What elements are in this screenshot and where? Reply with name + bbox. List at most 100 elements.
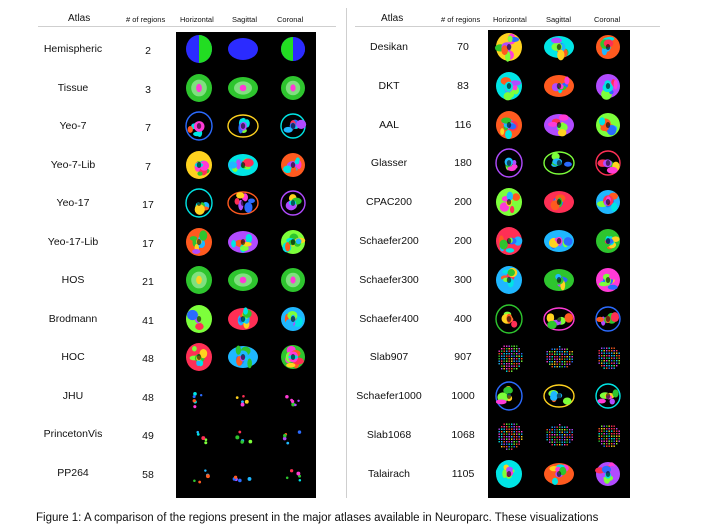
horizontal-column-header: Horizontal <box>180 15 214 24</box>
horizontal-brain-view <box>186 266 212 294</box>
region-count: 200 <box>454 235 472 247</box>
regions-column-header: # of regions <box>126 15 166 24</box>
horizontal-brain-view <box>496 188 522 217</box>
region-count: 116 <box>454 118 472 131</box>
sagittal-brain-view <box>544 268 574 291</box>
coronal-brain-view <box>281 152 305 177</box>
coronal-brain-view <box>281 306 305 331</box>
sagittal-brain-view <box>227 191 259 215</box>
horizontal-brain-view <box>498 423 523 450</box>
sagittal-brain-view <box>544 191 574 214</box>
atlas-name: Yeo-7-Lib <box>50 158 96 171</box>
atlas-name: Schaefer300 <box>359 273 419 286</box>
coronal-brain-view <box>595 150 621 177</box>
sagittal-brain-view <box>235 394 249 407</box>
region-count: 83 <box>457 79 469 92</box>
atlas-name: CPAC200 <box>366 196 412 209</box>
left-atlas-panel: Atlas # of regions Horizontal Sagittal C… <box>38 8 336 498</box>
sagittal-column-header: Sagittal <box>546 15 572 24</box>
right-image-strip <box>488 30 630 498</box>
sagittal-brain-view <box>228 230 258 253</box>
atlas-row: Brodmann 41 <box>38 302 338 340</box>
horizontal-brain-view <box>192 391 203 408</box>
right-header-row: Atlas # of regions Horizontal Sagittal C… <box>355 8 660 27</box>
horizontal-brain-view <box>495 303 523 334</box>
region-count: 1000 <box>451 390 475 403</box>
sagittal-column-header: Sagittal <box>232 15 258 24</box>
coronal-brain-view <box>280 113 307 139</box>
atlas-name: Hemispheric <box>43 43 103 55</box>
horizontal-brain-view <box>186 73 212 102</box>
sagittal-brain-view <box>543 151 575 176</box>
region-count: 180 <box>454 157 472 170</box>
atlas-row: PrincetonVis 49 <box>38 417 338 455</box>
sagittal-brain-view <box>228 38 258 60</box>
figure-caption: Figure 1: A comparison of the regions pr… <box>36 512 599 524</box>
atlas-row: Glasser 180 <box>355 146 655 184</box>
coronal-brain-view <box>281 229 306 254</box>
left-header-row: Atlas # of regions Horizontal Sagittal C… <box>38 8 336 27</box>
atlas-row: PP264 58 <box>38 456 338 494</box>
panel-divider <box>346 8 347 498</box>
atlas-name: PP264 <box>57 466 89 479</box>
atlas-name: Desikan <box>370 41 408 53</box>
atlas-name: Slab1068 <box>366 429 412 441</box>
horizontal-brain-view <box>494 33 522 62</box>
atlas-name: Brodmann <box>48 312 98 325</box>
atlas-row: Schaefer200 200 <box>355 224 655 262</box>
horizontal-brain-view <box>496 265 522 294</box>
atlas-row: Schaefer300 300 <box>355 263 655 301</box>
atlas-name: Schaefer400 <box>359 312 419 325</box>
atlas-row: Yeo-17 17 <box>38 186 338 224</box>
horizontal-brain-view <box>498 345 523 373</box>
sagittal-brain-view <box>543 306 575 331</box>
region-count: 7 <box>145 160 151 173</box>
region-count: 41 <box>142 314 154 327</box>
coronal-brain-view <box>598 425 620 447</box>
coronal-brain-view <box>596 267 620 292</box>
region-count: 48 <box>142 353 154 365</box>
horizontal-brain-view <box>496 227 523 255</box>
region-count: 17 <box>142 199 154 211</box>
atlas-name: DKT <box>378 79 400 92</box>
atlas-row: DKT 83 <box>355 69 655 107</box>
region-count: 1068 <box>451 429 475 441</box>
horizontal-column-header: Horizontal <box>493 15 527 24</box>
horizontal-brain-view <box>193 468 210 483</box>
atlas-name: Yeo-7 <box>59 120 87 132</box>
atlas-row: Desikan 70 <box>355 30 655 68</box>
horizontal-brain-view <box>496 71 522 101</box>
sagittal-brain-view <box>235 430 253 444</box>
coronal-brain-view <box>596 229 620 253</box>
coronal-brain-view <box>596 35 620 59</box>
atlas-name: Schaefer200 <box>359 235 419 247</box>
atlas-name: JHU <box>62 389 84 402</box>
horizontal-brain-view <box>186 35 212 63</box>
atlas-name: Schaefer1000 <box>356 390 422 403</box>
regions-column-header: # of regions <box>441 15 481 24</box>
sagittal-brain-view <box>227 114 259 138</box>
atlas-row: Yeo-17-Lib 17 <box>38 225 338 263</box>
atlas-row: Slab1068 1068 <box>355 418 655 456</box>
region-count: 200 <box>454 196 472 209</box>
coronal-brain-view <box>285 468 302 481</box>
atlas-name: Slab907 <box>369 351 409 364</box>
region-count: 17 <box>142 237 154 250</box>
region-count: 49 <box>142 430 154 442</box>
sagittal-brain-view <box>544 230 574 252</box>
horizontal-brain-view <box>186 304 212 333</box>
sagittal-brain-view <box>228 76 258 99</box>
atlas-row: AAL 116 <box>355 108 655 146</box>
atlas-name: Glasser <box>370 157 408 170</box>
sagittal-brain-view <box>544 74 574 97</box>
atlas-name: HOC <box>61 351 85 363</box>
atlas-row: CPAC200 200 <box>355 185 655 223</box>
region-count: 70 <box>457 41 469 53</box>
sagittal-brain-view <box>544 36 574 61</box>
horizontal-brain-view <box>495 148 523 179</box>
region-count: 21 <box>142 276 154 288</box>
atlas-name: Talairach <box>367 467 411 480</box>
coronal-brain-view <box>281 345 305 369</box>
sagittal-brain-view <box>228 153 258 176</box>
region-count: 1105 <box>451 467 475 480</box>
